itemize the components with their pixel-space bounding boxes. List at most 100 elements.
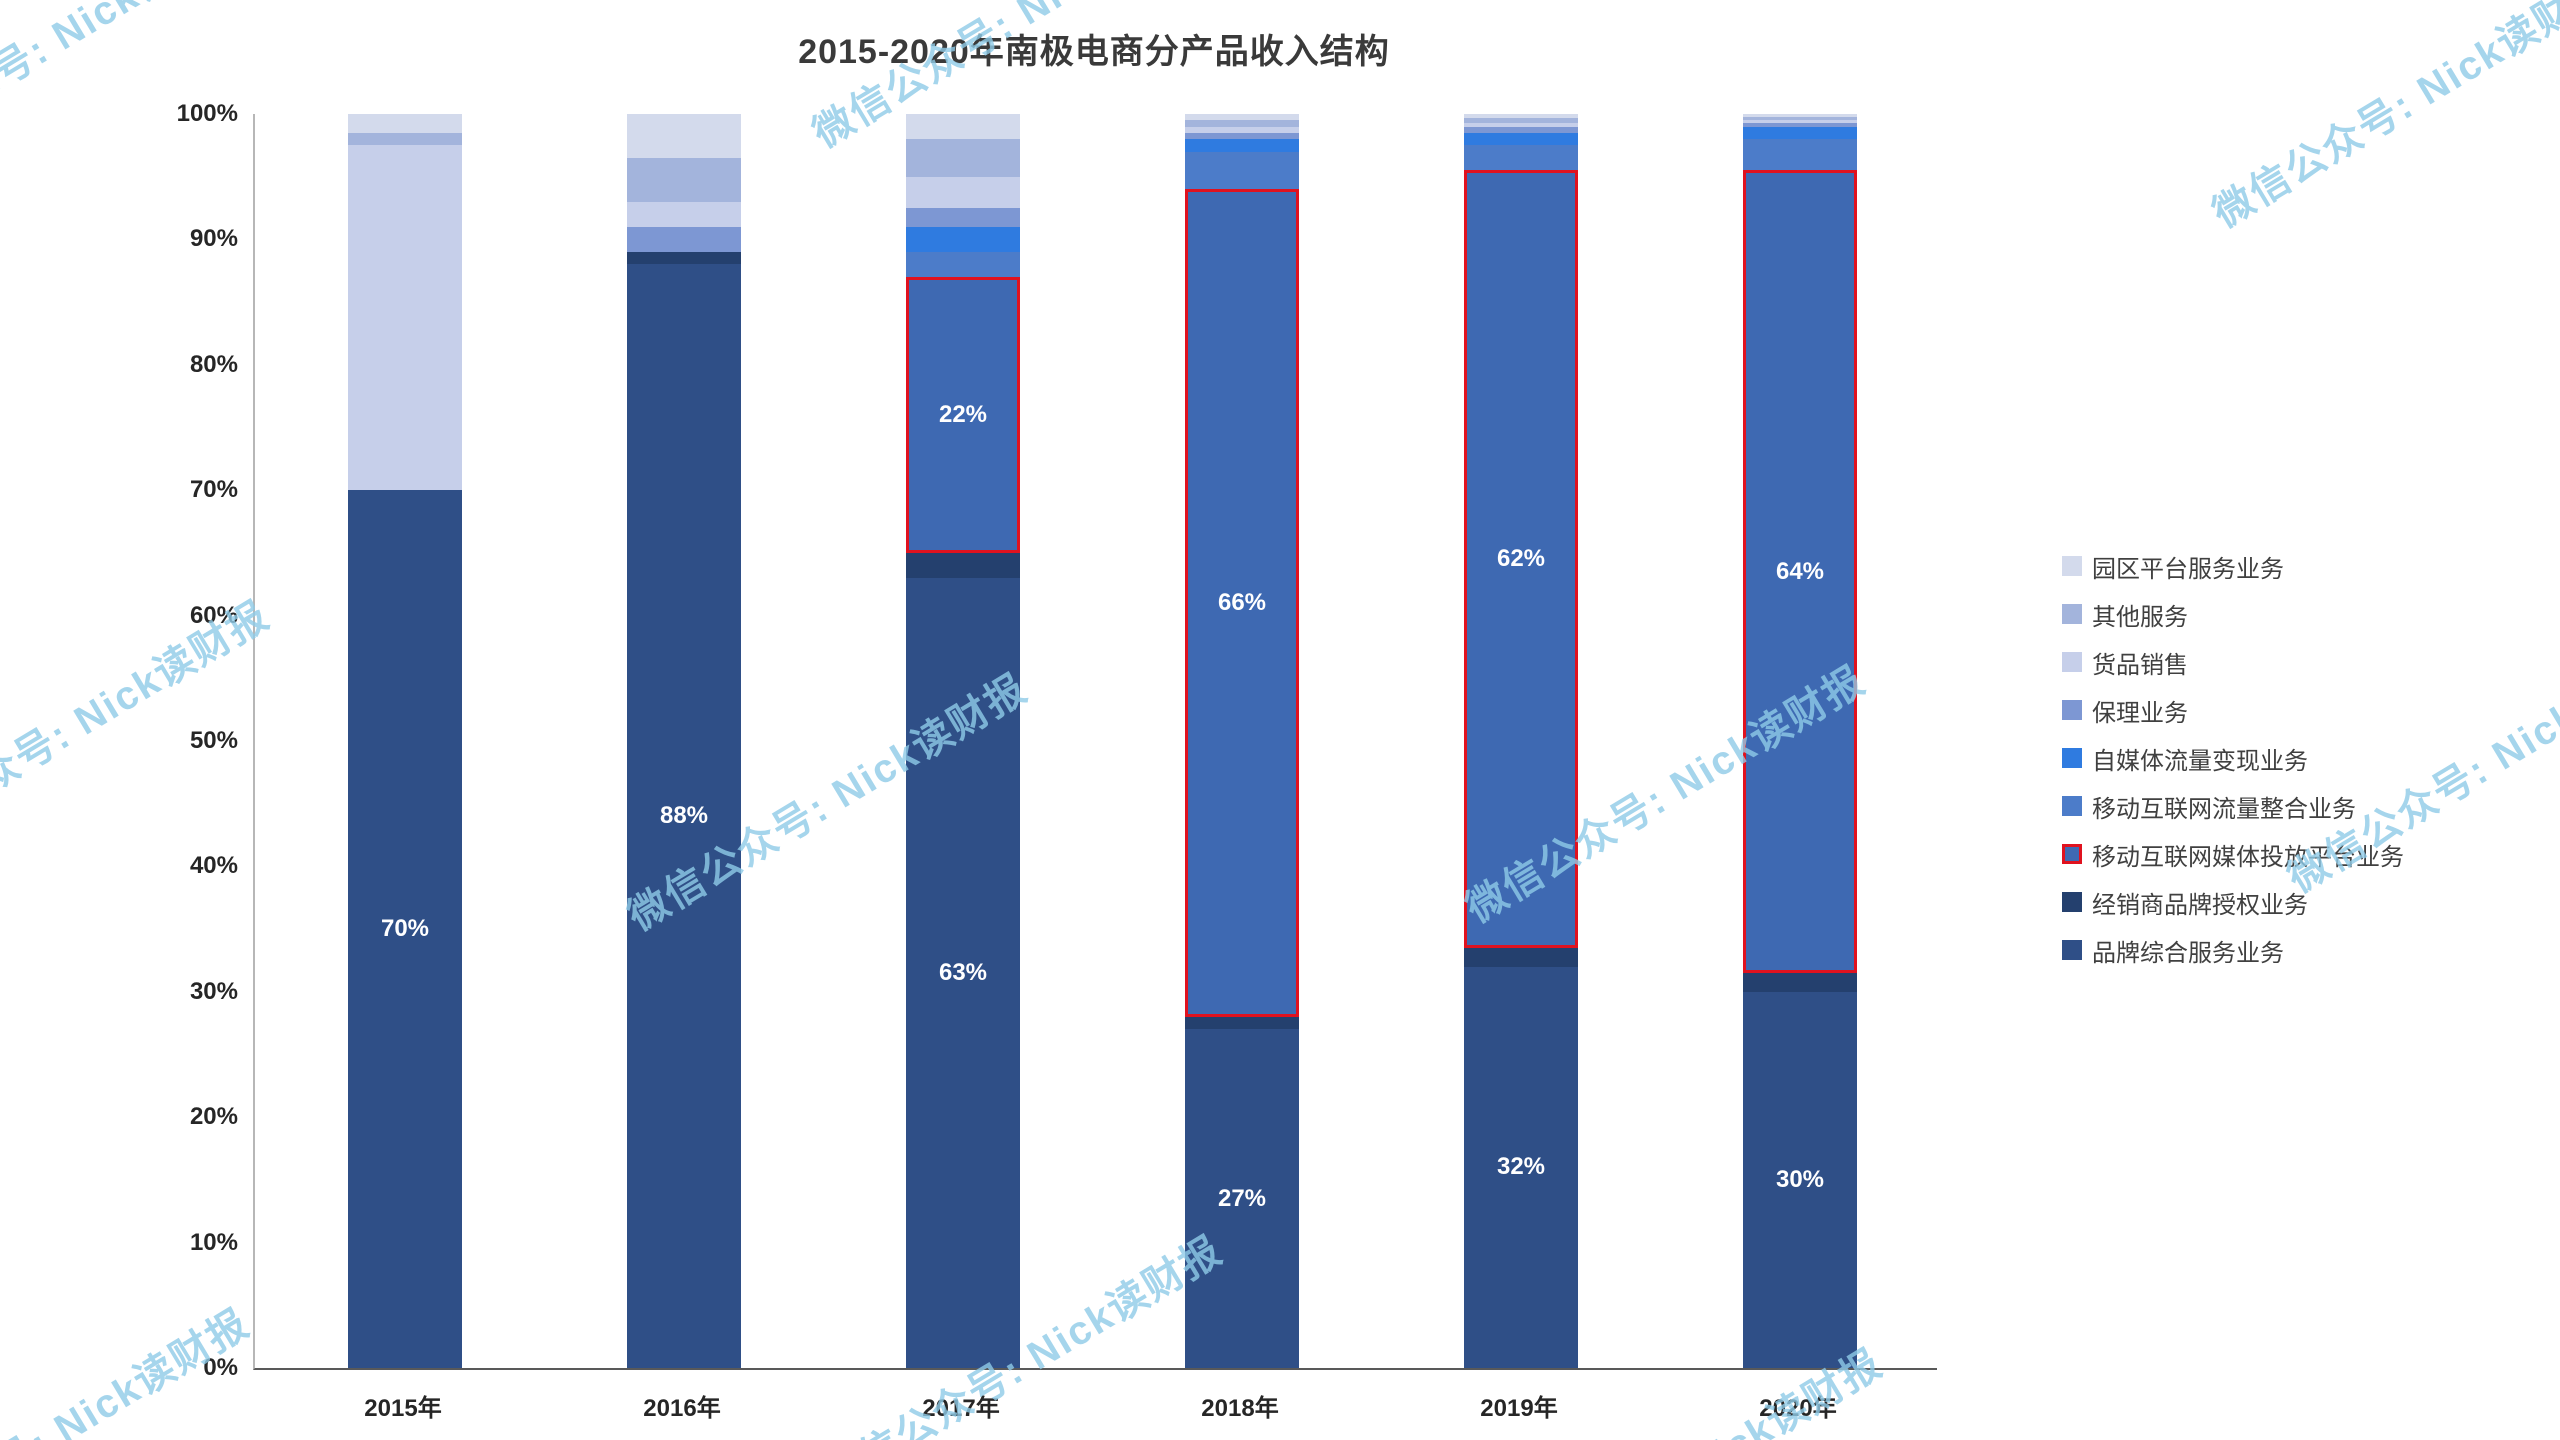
legend-swatch [2062,796,2082,816]
segment-自媒体流量变现业务 [1464,132,1578,146]
stacked-bar-2020年: 30% 64% [1743,114,1857,1368]
x-axis-label: 2018年 [1201,1395,1279,1422]
watermark-text: 微信公众号: Nick读财报 [0,0,255,182]
legend-label: 经销商品牌授权业务 [2092,891,2308,919]
stacked-bar-2016年: 88% [627,114,741,1368]
segment-移动互联网媒体投放平台业务: 62% [1464,170,1578,948]
x-axis-label: 2019年 [1480,1395,1558,1422]
segment-货品销售 [1185,126,1299,133]
segment-data-label: 63% [938,958,988,986]
segment-data-label: 66% [1217,589,1267,617]
legend-swatch [2062,844,2082,864]
y-axis-label: 30% [189,977,238,1005]
segment-data-label: 22% [938,400,988,428]
segment-保理业务 [627,226,741,252]
segment-其他服务 [627,157,741,202]
y-axis-label: 90% [189,225,238,253]
segment-经销商品牌授权业务 [1464,947,1578,967]
segment-data-label: 70% [380,915,430,943]
segment-货品销售 [1464,122,1578,127]
legend-label: 自媒体流量变现业务 [2092,747,2308,775]
segment-货品销售 [348,145,462,491]
segment-移动互联网流量整合业务 [906,251,1020,278]
segment-经销商品牌授权业务 [1185,1016,1299,1030]
segment-保理业务 [906,208,1020,227]
legend-item-经销商品牌授权业务: 经销商品牌授权业务 [2062,878,2404,926]
segment-data-label: 88% [659,802,709,830]
legend-label: 货品销售 [2092,651,2188,679]
segment-保理业务 [1743,122,1857,127]
stacked-bar-2015年: 70% [348,114,462,1368]
segment-data-label: 27% [1217,1184,1267,1212]
segment-其他服务 [1185,120,1299,127]
segment-data-label: 64% [1775,557,1825,585]
segment-园区平台服务业务 [348,114,462,133]
segment-品牌综合服务业务: 32% [1464,966,1578,1368]
segment-其他服务 [906,139,1020,177]
segment-其他服务 [1743,116,1857,121]
legend-label: 园区平台服务业务 [2092,555,2284,583]
y-axis-label: 40% [189,852,238,880]
legend-item-品牌综合服务业务: 品牌综合服务业务 [2062,926,2404,974]
segment-移动互联网流量整合业务 [1743,139,1857,171]
segment-自媒体流量变现业务 [906,226,1020,252]
y-axis-label: 0% [203,1354,238,1381]
legend-label: 移动互联网媒体投放平台业务 [2092,843,2404,871]
y-axis-label: 100% [176,100,238,127]
stacked-bar-2017年: 63% 22% [906,114,1020,1368]
watermark-text: 微信公众号: Nick读财报 [2205,0,2560,237]
legend-swatch [2062,604,2082,624]
segment-自媒体流量变现业务 [1185,139,1299,152]
y-axis-label: 60% [189,601,238,629]
x-axis-label: 2016年 [643,1395,721,1422]
segment-经销商品牌授权业务 [1743,973,1857,992]
segment-货品销售 [906,176,1020,209]
segment-移动互联网媒体投放平台业务: 64% [1743,170,1857,973]
segment-园区平台服务业务 [1464,114,1578,118]
legend-item-园区平台服务业务: 园区平台服务业务 [2062,542,2404,590]
segment-园区平台服务业务 [1743,114,1857,117]
legend-swatch [2062,652,2082,672]
segment-货品销售 [1743,120,1857,123]
segment-品牌综合服务业务: 88% [627,264,741,1368]
segment-保理业务 [1185,132,1299,140]
legend-item-自媒体流量变现业务: 自媒体流量变现业务 [2062,734,2404,782]
segment-品牌综合服务业务: 63% [906,577,1020,1368]
segment-园区平台服务业务 [1185,114,1299,121]
segment-data-label: 62% [1496,545,1546,573]
y-axis-label: 80% [189,350,238,378]
segment-data-label: 32% [1496,1153,1546,1181]
legend-item-移动互联网流量整合业务: 移动互联网流量整合业务 [2062,782,2404,830]
segment-品牌综合服务业务: 30% [1743,991,1857,1368]
legend-item-货品销售: 货品销售 [2062,638,2404,686]
segment-移动互联网流量整合业务 [1185,151,1299,190]
segment-其他服务 [348,132,462,146]
segment-data-label: 30% [1775,1165,1825,1193]
segment-园区平台服务业务 [627,114,741,158]
chart-legend: 园区平台服务业务 其他服务货品销售保理业务自媒体流量变现业务移动互联网流量整合业务… [2062,542,2404,974]
legend-item-移动互联网媒体投放平台业务: 移动互联网媒体投放平台业务 [2062,830,2404,878]
legend-swatch [2062,556,2082,576]
segment-移动互联网媒体投放平台业务: 66% [1185,189,1299,1017]
segment-移动互联网流量整合业务 [1464,145,1578,171]
legend-label: 其他服务 [2092,603,2188,631]
legend-swatch [2062,940,2082,960]
legend-item-其他服务: 其他服务 [2062,590,2404,638]
y-axis-label: 10% [189,1228,238,1256]
legend-label: 移动互联网流量整合业务 [2092,795,2356,823]
segment-园区平台服务业务 [906,114,1020,140]
plot-area: 70% 88% 63% 22% 27% 66% 32% 62% 30% 64% [253,114,1937,1370]
legend-label: 保理业务 [2092,699,2188,727]
legend-item-保理业务: 保理业务 [2062,686,2404,734]
segment-自媒体流量变现业务 [1743,126,1857,140]
segment-保理业务 [1464,126,1578,133]
legend-label: 品牌综合服务业务 [2092,939,2284,967]
segment-货品销售 [627,201,741,227]
stacked-bar-2018年: 27% 66% [1185,114,1299,1368]
legend-swatch [2062,700,2082,720]
stacked-bar-2019年: 32% 62% [1464,114,1578,1368]
legend-swatch [2062,748,2082,768]
legend-swatch [2062,892,2082,912]
chart-title: 2015-2020年南极电商分产品收入结构 [798,33,1390,71]
